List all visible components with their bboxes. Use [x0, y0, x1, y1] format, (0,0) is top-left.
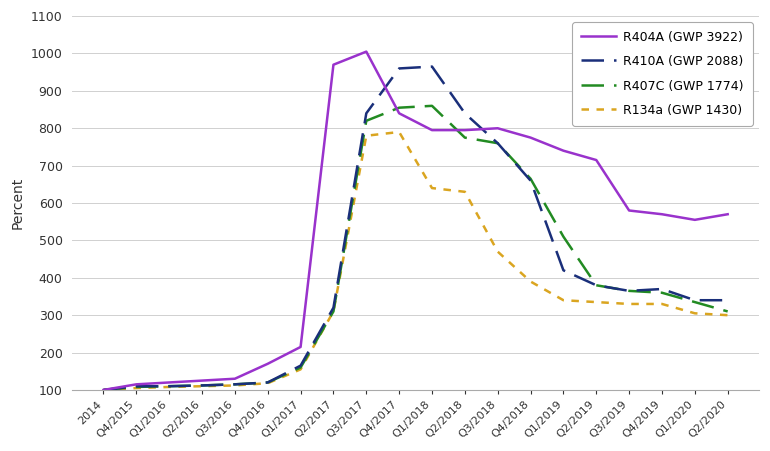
R407C (GWP 1774)	[165, 383, 174, 389]
R404A (GWP 3922)	[197, 378, 206, 383]
R407C (GWP 1774)	[197, 383, 206, 388]
R410A (GWP 2088)	[526, 178, 535, 183]
R134a (GWP 1430)	[230, 383, 239, 388]
R404A (GWP 3922)	[690, 217, 699, 222]
R407C (GWP 1774)	[690, 299, 699, 305]
R407C (GWP 1774)	[99, 387, 108, 393]
R404A (GWP 3922)	[165, 380, 174, 385]
R404A (GWP 3922)	[427, 128, 437, 133]
R407C (GWP 1774)	[723, 309, 732, 314]
R134a (GWP 1430)	[99, 387, 108, 393]
R134a (GWP 1430)	[624, 301, 634, 307]
R134a (GWP 1430)	[559, 298, 568, 303]
R404A (GWP 3922)	[362, 49, 371, 54]
R134a (GWP 1430)	[591, 299, 601, 305]
R410A (GWP 2088)	[99, 387, 108, 393]
R410A (GWP 2088)	[230, 382, 239, 387]
R404A (GWP 3922)	[329, 62, 338, 67]
R134a (GWP 1430)	[723, 313, 732, 318]
R404A (GWP 3922)	[493, 125, 502, 131]
R410A (GWP 2088)	[165, 383, 174, 389]
Line: R407C (GWP 1774): R407C (GWP 1774)	[103, 106, 728, 390]
R404A (GWP 3922)	[723, 212, 732, 217]
R134a (GWP 1430)	[329, 309, 338, 314]
R410A (GWP 2088)	[690, 298, 699, 303]
R407C (GWP 1774)	[460, 135, 470, 140]
R134a (GWP 1430)	[394, 129, 403, 135]
R410A (GWP 2088)	[493, 141, 502, 146]
R410A (GWP 2088)	[394, 66, 403, 71]
R410A (GWP 2088)	[591, 283, 601, 288]
R410A (GWP 2088)	[559, 267, 568, 273]
R404A (GWP 3922)	[99, 387, 108, 393]
R134a (GWP 1430)	[132, 385, 141, 391]
R407C (GWP 1774)	[132, 384, 141, 390]
R134a (GWP 1430)	[197, 383, 206, 389]
R407C (GWP 1774)	[591, 283, 601, 288]
Line: R410A (GWP 2088): R410A (GWP 2088)	[103, 67, 728, 390]
R410A (GWP 2088)	[427, 64, 437, 69]
R407C (GWP 1774)	[394, 105, 403, 110]
R410A (GWP 2088)	[197, 383, 206, 388]
Line: R404A (GWP 3922): R404A (GWP 3922)	[103, 51, 728, 390]
R410A (GWP 2088)	[723, 298, 732, 303]
R134a (GWP 1430)	[493, 249, 502, 254]
R404A (GWP 3922)	[263, 361, 273, 367]
R134a (GWP 1430)	[658, 301, 667, 307]
R404A (GWP 3922)	[658, 212, 667, 217]
R134a (GWP 1430)	[165, 384, 174, 390]
Line: R134a (GWP 1430): R134a (GWP 1430)	[103, 132, 728, 390]
R134a (GWP 1430)	[427, 185, 437, 191]
Y-axis label: Percent: Percent	[11, 177, 25, 229]
R134a (GWP 1430)	[690, 311, 699, 316]
R410A (GWP 2088)	[460, 110, 470, 116]
R407C (GWP 1774)	[329, 309, 338, 314]
R404A (GWP 3922)	[591, 157, 601, 163]
R410A (GWP 2088)	[362, 110, 371, 116]
R407C (GWP 1774)	[526, 176, 535, 181]
R407C (GWP 1774)	[493, 141, 502, 146]
R404A (GWP 3922)	[296, 344, 305, 350]
R134a (GWP 1430)	[460, 189, 470, 194]
R134a (GWP 1430)	[263, 381, 273, 386]
R134a (GWP 1430)	[362, 133, 371, 138]
R404A (GWP 3922)	[230, 376, 239, 382]
R407C (GWP 1774)	[658, 290, 667, 295]
R410A (GWP 2088)	[624, 288, 634, 294]
R410A (GWP 2088)	[132, 383, 141, 389]
R407C (GWP 1774)	[624, 288, 634, 294]
R407C (GWP 1774)	[559, 234, 568, 239]
R404A (GWP 3922)	[394, 110, 403, 116]
R410A (GWP 2088)	[296, 363, 305, 368]
R134a (GWP 1430)	[526, 279, 535, 284]
R407C (GWP 1774)	[296, 365, 305, 370]
R410A (GWP 2088)	[658, 286, 667, 292]
R404A (GWP 3922)	[460, 128, 470, 133]
R407C (GWP 1774)	[230, 382, 239, 387]
R407C (GWP 1774)	[362, 118, 371, 124]
R407C (GWP 1774)	[263, 380, 273, 385]
R410A (GWP 2088)	[329, 305, 338, 310]
R404A (GWP 3922)	[526, 135, 535, 140]
R404A (GWP 3922)	[559, 148, 568, 153]
R407C (GWP 1774)	[427, 103, 437, 109]
Legend: R404A (GWP 3922), R410A (GWP 2088), R407C (GWP 1774), R134a (GWP 1430): R404A (GWP 3922), R410A (GWP 2088), R407…	[572, 23, 752, 126]
R410A (GWP 2088)	[263, 380, 273, 385]
R134a (GWP 1430)	[296, 367, 305, 372]
R404A (GWP 3922)	[132, 382, 141, 387]
R404A (GWP 3922)	[624, 208, 634, 213]
